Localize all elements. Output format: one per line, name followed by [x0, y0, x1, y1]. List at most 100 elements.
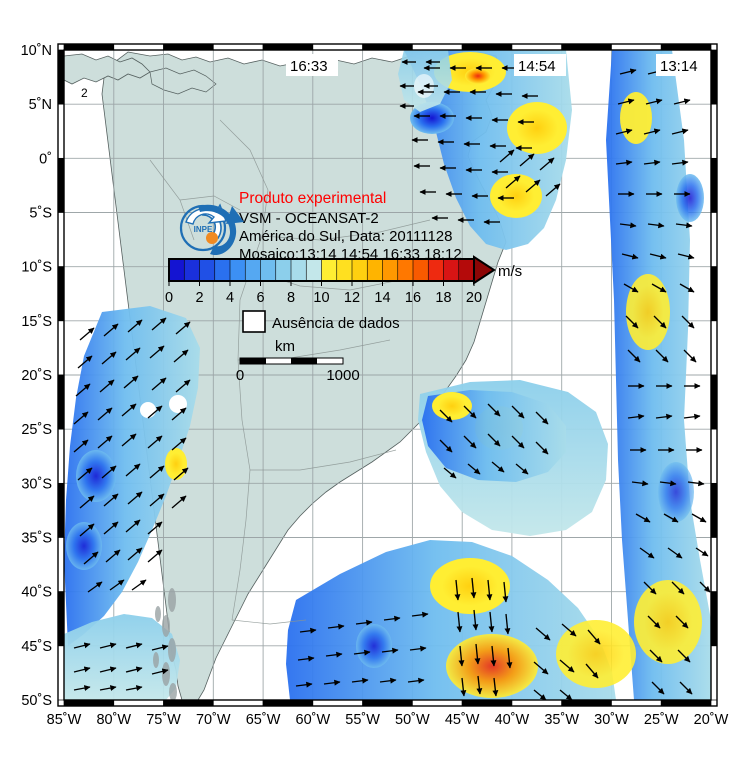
colorbar-tick-label: 4 — [226, 290, 234, 306]
scalebar: km 0 1000 — [236, 338, 360, 384]
x-axis-tick-labels: 85˚W 80˚W 75˚W 70˚W 65˚W 60˚W 55˚W 50˚W 45˚W 40˚W… — [47, 712, 729, 728]
andes-chile-detail — [153, 588, 177, 700]
y-axis-tick-label: 30˚S — [21, 476, 52, 492]
map-frame — [57, 43, 718, 707]
swath-16-33-yellow-c — [556, 620, 636, 688]
frame-bottom-checker — [63, 699, 712, 707]
colorbar-tick-label: 8 — [287, 290, 295, 306]
swath-14-54-yellow-c — [507, 102, 567, 154]
region-date-label: América do Sul, Data: 20111128 — [239, 228, 452, 245]
x-axis-tick-label: 40˚W — [495, 712, 530, 728]
colorbar-cells — [169, 259, 475, 281]
sensor-label: VSM - OCEANSAT-2 — [239, 210, 379, 227]
experimental-warning-label: Produto experimental — [239, 190, 386, 207]
wind-vectors-equatorial — [399, 59, 440, 109]
swath-pacific-deep-b — [66, 522, 102, 570]
scalebar-min-label: 0 — [236, 367, 244, 384]
x-axis-tick-label: 55˚W — [345, 712, 380, 728]
swath-timestamp-labels: 16:33 14:54 13:14 — [286, 54, 708, 76]
inset-marker-label: 2 — [81, 86, 88, 100]
swath-pacific-yellow-c — [165, 448, 187, 480]
inpe-logo-text: INPE — [194, 225, 213, 234]
y-axis-tick-label: 10˚S — [21, 260, 52, 276]
wind-vector-field — [73, 59, 711, 700]
y-axis-tick-label: 25˚S — [21, 422, 52, 438]
swath-pacific-deep-a — [76, 450, 116, 502]
x-axis-tick-label: 60˚W — [296, 712, 331, 728]
country-borders — [149, 119, 431, 625]
map-plot-area — [64, 50, 711, 700]
frame-top-checker — [63, 43, 712, 51]
swath-16-33-hot-b — [446, 634, 538, 698]
colorbar-tick-label: 10 — [313, 290, 329, 306]
scalebar-max-label: 1000 — [326, 367, 359, 384]
nodata-legend: Ausência de dados — [242, 310, 400, 333]
y-axis-tick-label: 5˚N — [29, 97, 52, 113]
swath-timestamp-16-33-text: 16:33 — [290, 58, 328, 75]
swath-14-54-yellow-d — [490, 174, 542, 218]
y-axis-tick-label: 0˚ — [39, 151, 52, 167]
colorbar-tick-label: 18 — [435, 290, 451, 306]
swath-timestamp-13-14: 13:14 — [656, 54, 708, 76]
swath-13-14-highspeed-a — [620, 92, 652, 144]
x-axis-tick-label: 30˚W — [594, 712, 629, 728]
wind-vectors-brazil-coast — [439, 403, 549, 479]
swath-13-14-core-c — [634, 580, 702, 664]
swath-timestamp-14-54-text: 14:54 — [518, 58, 556, 75]
swath-13-14 — [606, 50, 711, 700]
y-axis-tick-label: 40˚S — [21, 585, 52, 601]
swath-16-33-deep-d — [356, 624, 392, 668]
x-axis-tick-label: 70˚W — [196, 712, 231, 728]
inpe-logo: INPE — [179, 203, 244, 256]
swath-16-33-yellow-a — [430, 558, 510, 614]
swath-13-14-deep-d — [676, 174, 704, 222]
y-axis-tick-label: 50˚S — [21, 693, 52, 709]
x-axis-tick-label: 85˚W — [47, 712, 82, 728]
wind-vectors-southern — [295, 577, 601, 700]
x-axis-tick-label: 50˚W — [395, 712, 430, 728]
nodata-swatch — [242, 310, 266, 333]
colorbar-tick-marks — [168, 281, 475, 286]
colorbar-tick-label: 6 — [256, 290, 264, 306]
colorbar-cell-separators — [183, 259, 460, 281]
colorbar-extend-arrow — [473, 255, 496, 285]
swath-13-14-deep-e — [658, 462, 694, 522]
swath-pacific-nodata-d — [140, 402, 156, 418]
x-axis-tick-label: 45˚W — [445, 712, 480, 728]
y-axis-tick-label: 45˚S — [21, 639, 52, 655]
colorbar-tick-label: 2 — [195, 290, 203, 306]
colorbar-tick-label: 14 — [374, 290, 390, 306]
swath-pacific-south-fill — [64, 614, 180, 700]
y-axis-tick-label: 10˚N — [21, 43, 52, 59]
swath-brazil-coast — [422, 390, 566, 482]
swath-brazil-coast-yellow — [432, 392, 472, 420]
x-axis-tick-label: 65˚W — [246, 712, 281, 728]
swath-16-33 — [286, 540, 636, 700]
colorbar-tick-label: 12 — [344, 290, 360, 306]
x-axis-tick-label: 80˚W — [96, 712, 131, 728]
swath-13-14-core-b — [626, 274, 670, 350]
wind-vectors-east-atlantic — [615, 68, 711, 695]
nodata-legend-label: Ausência de dados — [272, 315, 400, 332]
swath-timestamp-14-54: 14:54 — [514, 54, 566, 76]
swath-14-54-hot-b — [465, 68, 491, 84]
wind-vectors-pacific — [73, 317, 191, 691]
swath-pacific — [64, 306, 200, 700]
y-axis-tick-label: 35˚S — [21, 531, 52, 547]
x-axis-tick-label: 20˚W — [694, 712, 729, 728]
colorbar-tick-label: 16 — [405, 290, 421, 306]
colorbar-tick-label: 20 — [466, 290, 482, 306]
frame-right-checker — [710, 49, 718, 701]
y-axis-tick-label: 20˚S — [21, 368, 52, 384]
y-axis-tick-labels: 10˚N 5˚N 0˚ 5˚S 10˚S 15˚S 20˚S 25˚S 30˚S 35˚S 40˚S… — [21, 43, 52, 709]
caribbean-coast-detail — [149, 67, 217, 95]
swath-timestamp-13-14-text: 13:14 — [660, 58, 698, 75]
scalebar-unit-label: km — [275, 338, 295, 355]
colorbar-tick-labels: 0 2 4 6 8 10 12 14 16 18 20 — [165, 290, 482, 306]
y-axis-tick-label: 5˚S — [29, 206, 52, 222]
x-axis-tick-label: 25˚W — [644, 712, 679, 728]
frame-left-checker — [57, 49, 65, 701]
x-axis-tick-label: 75˚W — [146, 712, 181, 728]
